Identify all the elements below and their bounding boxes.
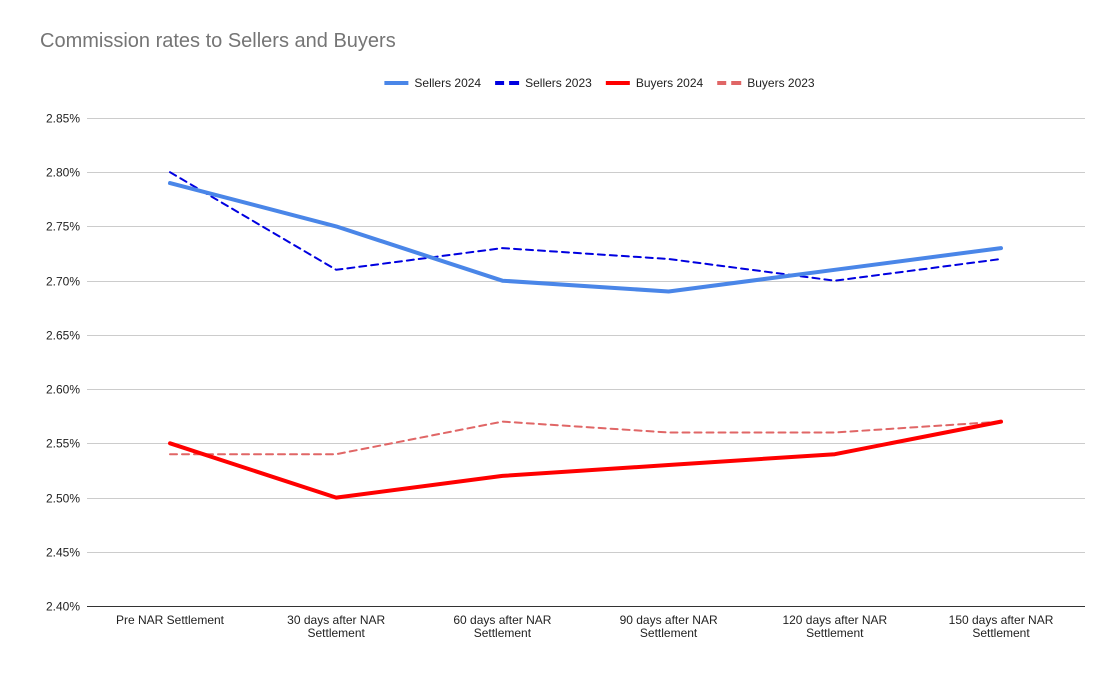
legend-item-sellers-2024: Sellers 2024 (384, 76, 481, 90)
y-tick-label: 2.60% (46, 383, 80, 397)
y-tick-label: 2.85% (46, 112, 80, 126)
y-axis-ticks: 2.40% 2.45% 2.50% 2.55% 2.60% 2.65% 2.70% 2.75%… (46, 112, 80, 614)
legend-label: Sellers 2023 (525, 76, 592, 90)
y-tick-label: 2.70% (46, 275, 80, 289)
x-tick-label: 90 days after NAR Settlement (620, 613, 718, 640)
y-tick-label: 2.50% (46, 492, 80, 506)
legend-item-sellers-2023: Sellers 2023 (495, 76, 592, 90)
legend-item-buyers-2024: Buyers 2024 (605, 76, 704, 90)
y-tick-label: 2.65% (46, 329, 80, 343)
series-line-sellers-2024 (168, 181, 1003, 294)
legend-label: Buyers 2024 (636, 76, 704, 90)
y-tick-label: 2.75% (46, 220, 80, 234)
legend-label: Buyers 2023 (747, 76, 815, 90)
y-tick-label: 2.80% (46, 166, 80, 180)
series-lines (168, 171, 1003, 500)
grid-lines (87, 118, 1085, 607)
y-tick-label: 2.45% (46, 546, 80, 560)
legend-item-buyers-2023: Buyers 2023 (717, 76, 815, 90)
x-tick-label: 120 days after NAR Settlement (782, 613, 887, 640)
y-tick-label: 2.40% (46, 600, 80, 614)
x-tick-label: 30 days after NAR Settlement (287, 613, 385, 640)
series-line-buyers-2024 (168, 419, 1003, 500)
x-tick-label: 60 days after NAR Settlement (453, 613, 551, 640)
x-tick-label: Pre NAR Settlement (116, 613, 225, 627)
x-tick-label: 150 days after NAR Settlement (949, 613, 1054, 640)
y-tick-label: 2.55% (46, 437, 80, 451)
legend: Sellers 2024 Sellers 2023 Buyers 2024 Buyer… (384, 76, 815, 90)
chart-title: Commission rates to Sellers and Buyers (40, 30, 396, 52)
series-line-buyers-2023 (169, 420, 1002, 456)
x-axis-ticks: Pre NAR Settlement 30 days after NAR Settl… (116, 613, 1054, 640)
legend-label: Sellers 2024 (414, 76, 481, 90)
series-line-sellers-2023 (169, 171, 1002, 282)
